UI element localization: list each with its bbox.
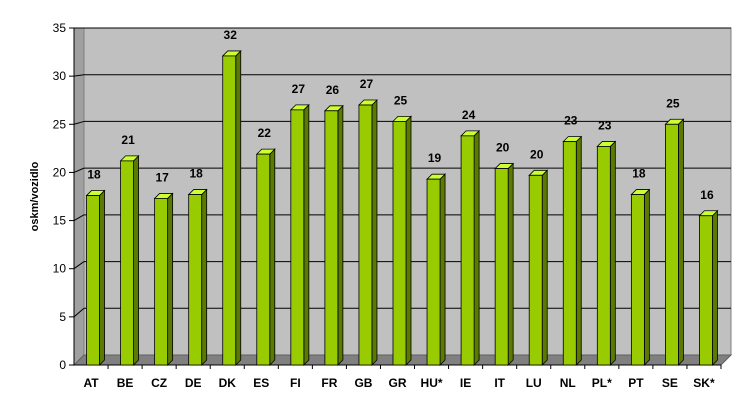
x-tick-label-BE: BE: [117, 376, 134, 390]
gridline-side: [73, 74, 85, 77]
data-label-IT: 20: [496, 141, 510, 155]
bar-ES: [256, 153, 271, 366]
y-tick-label: 25: [53, 117, 67, 131]
data-label-FR: 26: [326, 83, 340, 97]
bar-side-CZ: [167, 192, 174, 366]
bar-side-GB: [371, 99, 378, 366]
x-tick-label-GR: GR: [389, 376, 407, 390]
bar-IE: [460, 135, 475, 366]
bar-side-PL*: [609, 140, 616, 366]
y-tick-label: 10: [53, 262, 67, 276]
bar-side-IE: [473, 129, 480, 366]
bar-FR: [324, 110, 339, 366]
data-label-HU*: 19: [428, 151, 442, 165]
bar-side-GR: [405, 115, 412, 366]
x-tick-label-PL*: PL*: [592, 376, 612, 390]
data-label-DK: 32: [224, 28, 238, 42]
data-label-LU: 20: [530, 147, 544, 161]
bar-LU: [528, 174, 543, 366]
x-tick-label-FR: FR: [321, 376, 337, 390]
bar-side-FR: [337, 104, 344, 366]
bar-DK: [222, 55, 237, 366]
gridline-side: [73, 261, 85, 270]
bar-DE: [188, 194, 203, 366]
bar-SK*: [699, 215, 713, 366]
bar-PL*: [596, 146, 611, 366]
bar-side-HU*: [439, 173, 446, 366]
bar-side-ES: [269, 148, 276, 366]
y-tick-label: 35: [53, 21, 67, 35]
bar-side-DK: [235, 49, 242, 366]
x-tick-label-CZ: CZ: [151, 376, 167, 390]
data-label-NL: 23: [564, 114, 578, 128]
bar-side-IT: [507, 162, 514, 366]
data-label-ES: 22: [258, 126, 272, 140]
bar-side-SE: [678, 118, 684, 366]
x-tick-label-GB: GB: [354, 376, 372, 390]
data-label-PT: 18: [632, 167, 646, 181]
bar-side-PT: [643, 188, 650, 366]
bar-FI: [290, 109, 305, 366]
data-label-IE: 24: [462, 108, 476, 122]
x-tick-label-IE: IE: [460, 376, 471, 390]
data-label-FI: 27: [292, 82, 306, 96]
data-label-SK*: 16: [700, 188, 714, 202]
x-tick-label-FI: FI: [290, 376, 301, 390]
data-label-DE: 18: [190, 167, 204, 181]
gridline-side: [73, 120, 85, 125]
bar-side-LU: [541, 169, 548, 366]
bar-side-DE: [201, 188, 208, 366]
bar-side-NL: [575, 135, 582, 366]
y-axis-label: oskm/vozidlo: [29, 161, 41, 231]
bar-HU*: [426, 178, 441, 366]
bar-side-BE: [133, 154, 139, 366]
data-label-BE: 21: [121, 133, 135, 147]
data-label-SE: 25: [666, 96, 680, 110]
x-tick-label-AT: AT: [83, 376, 99, 390]
bar-side-FI: [303, 103, 310, 366]
x-tick-label-SE: SE: [662, 376, 678, 390]
gridline-side: [73, 307, 85, 318]
x-tick-label-IT: IT: [494, 376, 505, 390]
bar-NL: [562, 141, 577, 366]
bar-GR: [392, 120, 407, 366]
x-tick-label-NL: NL: [560, 376, 576, 390]
y-tick-label: 30: [53, 69, 67, 83]
bar-PT: [630, 194, 645, 366]
data-label-CZ: 17: [155, 170, 169, 184]
x-tick-label-LU: LU: [526, 376, 542, 390]
data-label-GB: 27: [360, 77, 374, 91]
y-tick-label: 20: [53, 165, 67, 179]
bar-side-AT: [99, 189, 105, 366]
y-tick-label: 15: [53, 214, 67, 228]
bar-CZ: [154, 198, 169, 366]
bar-GB: [358, 104, 373, 366]
gridline-side: [73, 214, 85, 222]
bar-SE: [665, 123, 679, 366]
gridline-side: [73, 167, 85, 173]
bar-IT: [494, 168, 509, 366]
y-tick-label: 5: [59, 310, 66, 324]
x-tick-label-ES: ES: [253, 376, 269, 390]
x-tick-label-DE: DE: [185, 376, 202, 390]
data-label-GR: 25: [394, 93, 408, 107]
x-tick-label-PT: PT: [628, 376, 644, 390]
bar-AT: [86, 195, 100, 366]
x-tick-label-HU*: HU*: [421, 376, 443, 390]
plot-side-wall: [73, 27, 85, 367]
data-label-PL*: 23: [598, 118, 612, 132]
bar-side-SK*: [712, 209, 718, 366]
x-tick-label-SK*: SK*: [693, 376, 715, 390]
y-tick-label: 0: [59, 358, 66, 372]
x-tick-label-DK: DK: [219, 376, 237, 390]
bar-BE: [120, 160, 134, 366]
data-label-AT: 18: [87, 168, 101, 182]
